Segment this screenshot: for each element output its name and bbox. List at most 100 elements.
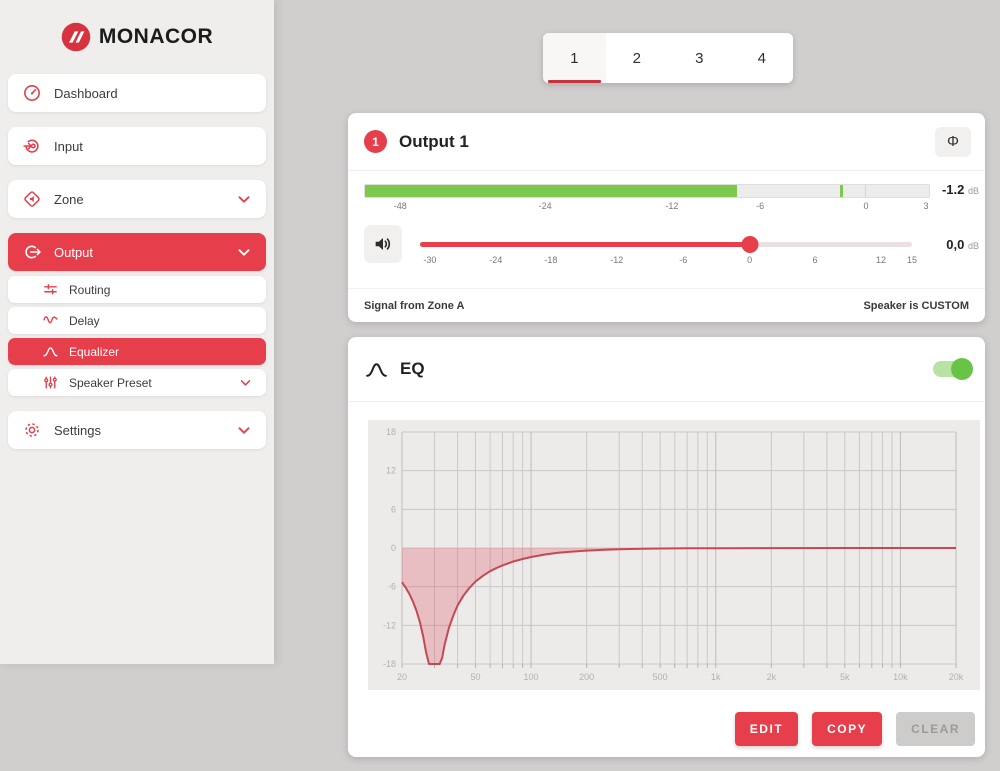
volume-slider: -30 -24 -18 -12 -6 0 6 12 15 xyxy=(420,225,917,269)
svg-text:20k: 20k xyxy=(949,672,964,682)
svg-text:18: 18 xyxy=(386,427,396,437)
svg-text:0: 0 xyxy=(391,543,396,553)
input-target-icon xyxy=(22,136,42,156)
sidebar-item-dashboard[interactable]: Dashboard xyxy=(8,74,266,112)
output-title: Output 1 xyxy=(399,131,469,151)
zone-speaker-icon xyxy=(22,189,42,209)
output-footer: Signal from Zone A Speaker is CUSTOM xyxy=(348,288,985,322)
svg-text:500: 500 xyxy=(653,672,668,682)
edit-button[interactable]: EDIT xyxy=(734,712,799,746)
level-meter-peak-marker xyxy=(840,185,844,197)
sidebar-item-label: Input xyxy=(54,138,83,154)
volume-tick-label: 15 xyxy=(906,255,918,265)
svg-text:5k: 5k xyxy=(840,672,850,682)
sidebar-item-label: Equalizer xyxy=(69,344,120,359)
chevron-down-icon xyxy=(234,242,254,262)
sidebar-item-label: Settings xyxy=(54,422,101,438)
phase-invert-button[interactable]: Φ xyxy=(935,126,971,157)
volume-tick-label: 12 xyxy=(875,255,887,265)
tab-channel-1[interactable]: 1 xyxy=(543,33,606,83)
channel-tabbar: 1 2 3 4 xyxy=(543,33,793,83)
level-meter-track xyxy=(364,184,930,198)
sidebar-item-input[interactable]: Input xyxy=(8,127,266,165)
speaker-preset-text: Speaker is CUSTOM xyxy=(863,299,969,312)
svg-text:12: 12 xyxy=(386,466,396,476)
volume-slider-fill xyxy=(420,242,750,247)
sidebar-item-label: Output xyxy=(54,244,94,260)
volume-readout: 0,0 dB xyxy=(946,237,979,252)
svg-text:200: 200 xyxy=(579,672,594,682)
volume-unit: dB xyxy=(967,241,979,251)
clear-button[interactable]: CLEAR xyxy=(896,712,975,746)
svg-text:10k: 10k xyxy=(893,672,908,682)
sidebar-item-label: Delay xyxy=(69,313,100,328)
sidebar-item-label: Routing xyxy=(69,282,111,297)
preset-sliders-icon xyxy=(42,374,59,391)
eq-title: EQ xyxy=(400,359,425,378)
sidebar-item-equalizer[interactable]: Equalizer xyxy=(8,338,266,365)
mute-button[interactable] xyxy=(364,225,402,263)
sidebar-item-output[interactable]: Output xyxy=(8,233,266,271)
chevron-down-icon xyxy=(234,189,254,209)
output-arrow-icon xyxy=(22,242,42,262)
volume-value: 0,0 xyxy=(946,237,965,252)
svg-text:6: 6 xyxy=(391,504,396,514)
sidebar-item-zone[interactable]: Zone xyxy=(8,180,266,218)
gauge-icon xyxy=(22,83,42,103)
logo: MONACOR xyxy=(0,0,274,74)
level-meter-fill xyxy=(365,185,737,197)
sidebar: MONACOR Dashboard Input Zone Output Routing D… xyxy=(0,0,274,664)
chevron-down-icon xyxy=(234,420,254,440)
volume-tick-label: 6 xyxy=(812,255,818,265)
routing-sliders-icon xyxy=(42,281,59,298)
sidebar-item-delay[interactable]: Delay xyxy=(8,307,266,334)
svg-text:100: 100 xyxy=(524,672,539,682)
volume-tick-label: -30 xyxy=(423,255,437,265)
svg-text:1k: 1k xyxy=(711,672,721,682)
tab-channel-2[interactable]: 2 xyxy=(632,49,641,67)
level-readout: -1.2 dB xyxy=(942,182,979,197)
sidebar-item-label: Zone xyxy=(54,191,84,207)
signal-source-text: Signal from Zone A xyxy=(364,299,465,312)
eq-enable-toggle[interactable] xyxy=(933,358,973,380)
sidebar-item-label: Dashboard xyxy=(54,85,118,101)
sidebar-item-label: Speaker Preset xyxy=(69,375,152,390)
svg-text:-6: -6 xyxy=(388,582,396,592)
meter-tick-label: -6 xyxy=(756,201,765,211)
eq-chart-area: 18 12 6 0 -6 -12 -18 20 50 100 200 500 1k 2k 5k 10k 20k xyxy=(368,420,980,690)
output-panel: 1 Output 1 Φ -48 -24 -12 -6 0 3 -1.2 dB xyxy=(348,113,985,322)
eq-panel: EQ 18 12 6 0 -6 -12 -18 20 50 100 200 500 1k 2k 5k 10k 2… xyxy=(348,337,985,757)
sidebar-item-speaker-preset[interactable]: Speaker Preset xyxy=(8,369,266,396)
volume-tick-label: -6 xyxy=(679,255,688,265)
sidebar-item-settings[interactable]: Settings xyxy=(8,411,266,449)
level-meter-scale: -48 -24 -12 -6 0 3 xyxy=(364,201,930,213)
level-value: -1.2 xyxy=(941,182,965,197)
logo-text: MONACOR xyxy=(98,25,214,48)
eq-actions: EDIT COPY CLEAR xyxy=(734,712,975,746)
monacor-logo-icon xyxy=(61,22,91,52)
output-header: 1 Output 1 Φ xyxy=(348,113,985,171)
tab-channel-3[interactable]: 3 xyxy=(695,49,704,67)
sidebar-item-routing[interactable]: Routing xyxy=(8,276,266,303)
volume-tick-label: -12 xyxy=(610,255,624,265)
volume-scale: -30 -24 -18 -12 -6 0 6 12 15 xyxy=(420,255,917,267)
eq-header: EQ xyxy=(348,337,985,402)
meter-tick-label: -12 xyxy=(665,201,679,211)
gear-icon xyxy=(22,420,42,440)
copy-button[interactable]: COPY xyxy=(812,712,883,746)
svg-text:2k: 2k xyxy=(767,672,777,682)
delay-wave-icon xyxy=(42,312,59,329)
volume-slider-track[interactable] xyxy=(420,236,912,253)
volume-tick-label: 0 xyxy=(747,255,753,265)
speaker-icon xyxy=(372,233,394,255)
meter-tick-label: 3 xyxy=(923,201,929,211)
output-level-meter: -48 -24 -12 -6 0 3 xyxy=(364,184,930,213)
eq-bell-icon xyxy=(42,343,59,360)
svg-text:20: 20 xyxy=(397,672,407,682)
volume-slider-knob[interactable] xyxy=(741,236,759,253)
volume-tick-label: -18 xyxy=(544,255,558,265)
tab-channel-4[interactable]: 4 xyxy=(757,49,766,67)
chevron-down-icon xyxy=(237,374,254,391)
